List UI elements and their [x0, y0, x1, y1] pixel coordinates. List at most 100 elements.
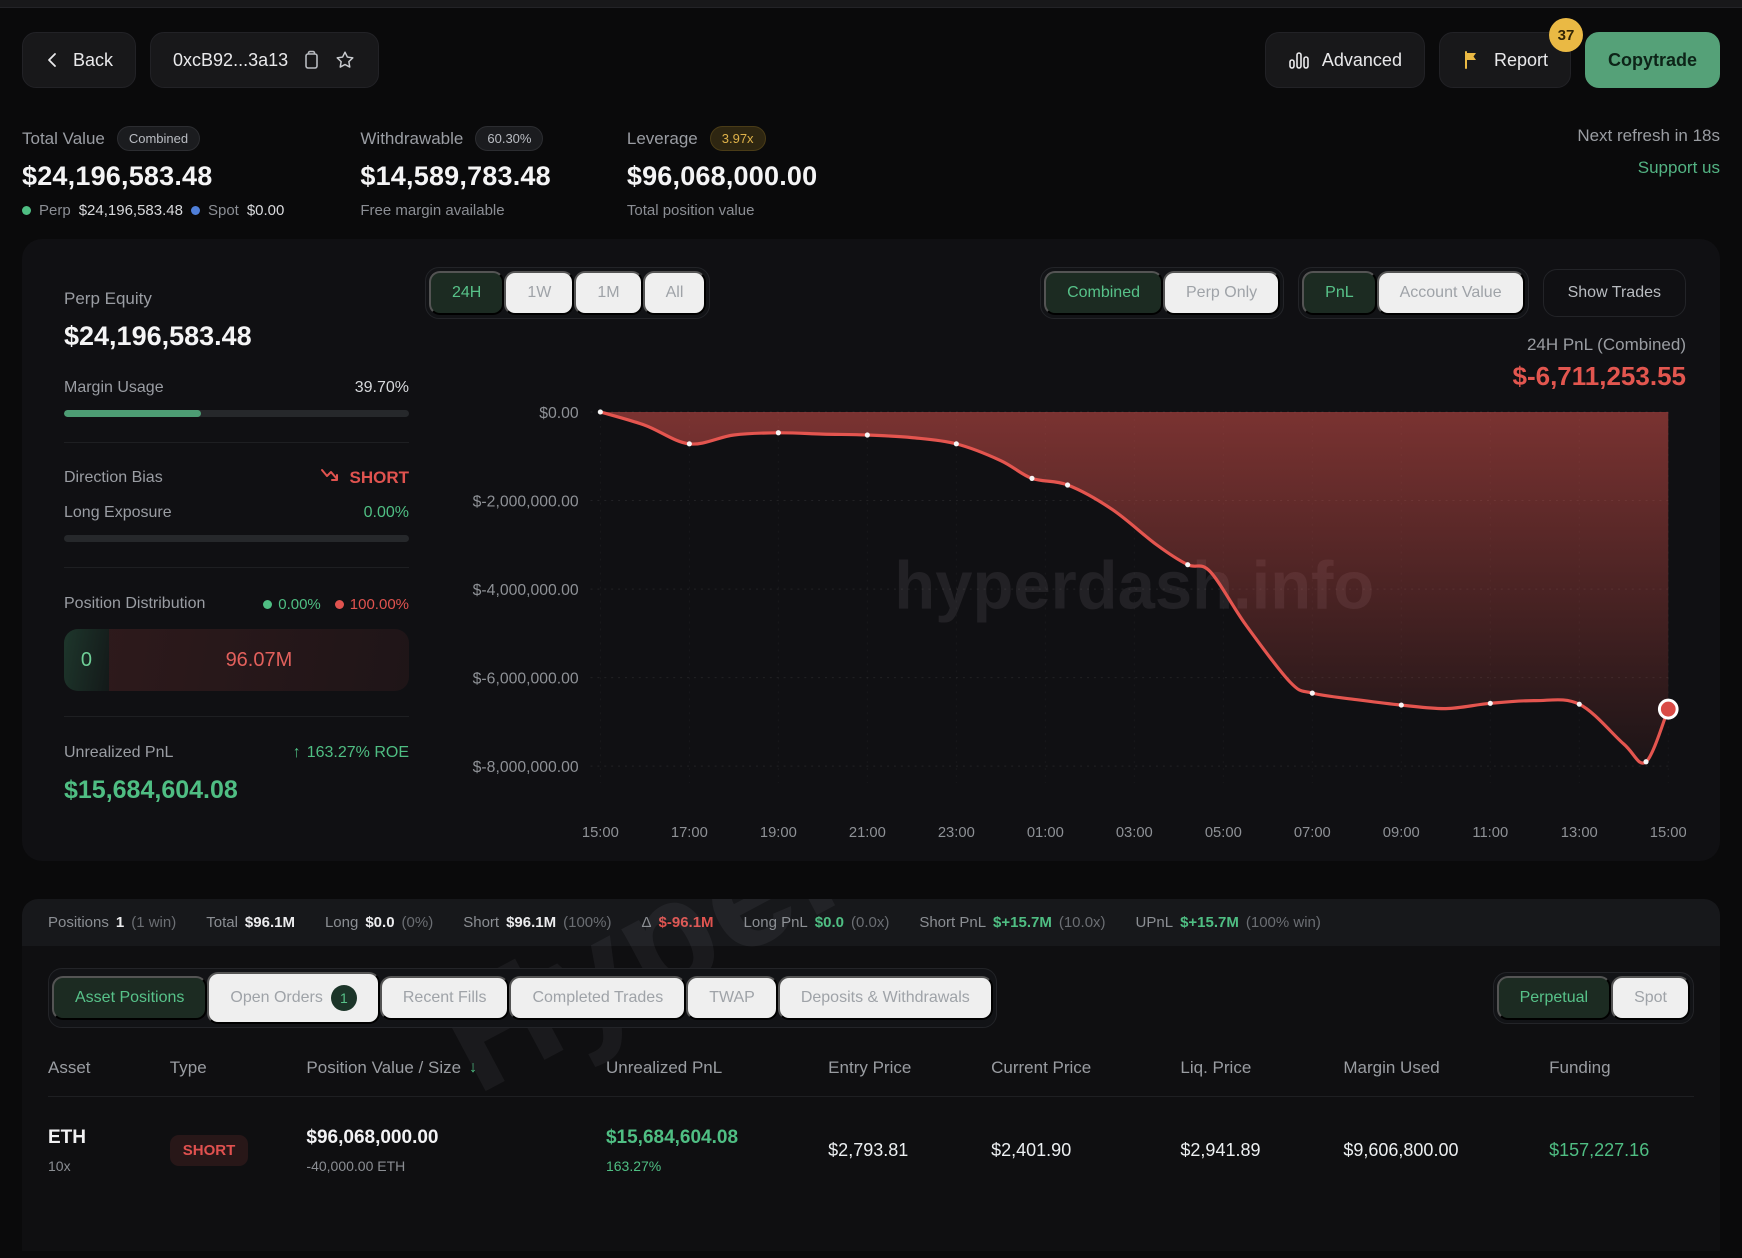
column-header-funding[interactable]: Funding	[1549, 1058, 1694, 1078]
back-button[interactable]: Back	[22, 32, 137, 88]
positions-table-body: ETH 10x SHORT $96,068,000.00 -40,000.00 ETH $…	[48, 1097, 1694, 1200]
type-cell: SHORT	[169, 1135, 307, 1166]
summary-label: Δ	[641, 914, 652, 931]
pnl-area-chart[interactable]: $0.00 $-2,000,000.00 $-4,000,000.00 $-6,000…	[425, 394, 1686, 845]
star-icon[interactable]	[334, 49, 356, 71]
summary-suffix: (100%)	[563, 914, 612, 931]
positions-tab-completed-trades[interactable]: Completed Trades	[509, 976, 687, 1020]
range-tab-1m[interactable]: 1M	[574, 271, 643, 315]
stat-sub-value: $24,196,583.48	[78, 202, 183, 219]
column-header-label: Type	[169, 1058, 207, 1077]
account-stats: Total Value Combined $24,196,583.48 Perp $24…	[22, 126, 817, 219]
column-header-margin-used[interactable]: Margin Used	[1343, 1058, 1549, 1078]
table-row[interactable]: ETH 10x SHORT $96,068,000.00 -40,000.00 ETH $…	[48, 1097, 1694, 1200]
summary-item: Δ $-96.1M	[641, 914, 713, 931]
positions-tab-deposits-withdrawals[interactable]: Deposits & Withdrawals	[777, 976, 993, 1020]
mode-tab-combined[interactable]: Combined	[1044, 271, 1163, 315]
summary-label: Long	[324, 914, 359, 931]
column-header-entry-price[interactable]: Entry Price	[828, 1058, 991, 1078]
wallet-address-pill[interactable]: 0xcB92...3a13	[150, 32, 380, 88]
summary-item: Long $0.0 (0%)	[325, 914, 433, 931]
advanced-button[interactable]: Advanced	[1264, 32, 1425, 88]
column-header-current-price[interactable]: Current Price	[991, 1058, 1180, 1078]
view-tab-account-value[interactable]: Account Value	[1376, 271, 1525, 315]
column-header-label: Margin Used	[1343, 1058, 1440, 1077]
equity-and-chart-card: Perp Equity $24,196,583.48 Margin Usage …	[22, 239, 1720, 861]
bar-chart-icon	[1288, 50, 1310, 70]
unrealized-pnl-label: Unrealized PnL	[64, 744, 174, 761]
positions-summary-strip: Positions 1 (1 win) Total $96.1M Long $0.0 (0%)…	[22, 899, 1720, 946]
summary-value: $-96.1M	[658, 914, 714, 931]
positions-tab-label: Open Orders	[230, 989, 323, 1006]
long-exposure-bar	[64, 535, 409, 542]
view-tab-pnl[interactable]: PnL	[1302, 271, 1377, 315]
roe-value: ↑ 163.27% ROE	[292, 744, 409, 761]
column-header-liq-price[interactable]: Liq. Price	[1180, 1058, 1343, 1078]
mode-tab-label: Perp Only	[1186, 284, 1258, 301]
pnl-readout-label: 24H PnL (Combined)	[1526, 335, 1686, 354]
panel-divider	[64, 567, 409, 568]
column-header-position-value-size[interactable]: Position Value / Size ↓	[306, 1058, 606, 1078]
asset-leverage: 10x	[48, 1158, 71, 1174]
long-exposure-value: 0.00%	[363, 504, 409, 521]
copytrade-button[interactable]: Copytrade	[1584, 32, 1720, 88]
data-point-marker	[1029, 475, 1035, 481]
summary-label: Long PnL	[743, 914, 808, 931]
range-tab-24h[interactable]: 24H	[429, 271, 505, 315]
position-distribution-row: Position Distribution 0.00% 100.00%	[64, 595, 409, 613]
stat-value: $24,196,583.48	[22, 161, 213, 191]
column-header-asset[interactable]: Asset	[48, 1058, 170, 1078]
positions-tab-recent-fills[interactable]: Recent Fills	[379, 976, 510, 1020]
liq-price-cell: $2,941.89	[1180, 1140, 1261, 1160]
y-axis-tick-label: $-4,000,000.00	[473, 582, 579, 599]
long-exposure-label: Long Exposure	[64, 504, 172, 521]
table-divider	[48, 1096, 1694, 1097]
header-right: Advanced Report 37 Copytrade	[1264, 18, 1720, 88]
range-tab-label: 1W	[527, 284, 552, 301]
range-tab-all[interactable]: All	[642, 271, 707, 315]
summary-value: $0.0	[365, 914, 395, 931]
chart-header-right: Combined Perp Only PnL Account Value Show …	[1040, 267, 1686, 319]
stat-chip: 60.30%	[475, 126, 544, 151]
support-us-link[interactable]: Support us	[1637, 158, 1720, 177]
margin-usage-bar	[64, 410, 409, 417]
unrealized-pnl-value: $15,684,604.08	[64, 776, 238, 804]
short-badge: SHORT	[169, 1135, 249, 1166]
summary-item: Positions 1 (1 win)	[48, 914, 176, 931]
stat-label: Total Value	[22, 128, 105, 148]
positions-tab-asset-positions[interactable]: Asset Positions	[52, 976, 208, 1020]
data-point-marker	[953, 441, 959, 447]
market-tab-perpetual[interactable]: Perpetual	[1496, 976, 1612, 1020]
window-top-strip	[0, 0, 1742, 8]
positions-tab-twap[interactable]: TWAP	[686, 976, 778, 1020]
copy-icon[interactable]	[302, 50, 320, 70]
margin-used-cell: $9,606,800.00	[1343, 1140, 1459, 1160]
view-tab-label: PnL	[1325, 284, 1354, 301]
report-button[interactable]: Report	[1438, 32, 1571, 88]
flag-icon	[1462, 50, 1482, 70]
market-tab-spot[interactable]: Spot	[1611, 976, 1690, 1020]
range-tab-label: 24H	[452, 284, 482, 301]
positions-tab-label: Asset Positions	[75, 989, 185, 1006]
distribution-short-segment: 96.07M	[108, 629, 409, 691]
pnl-area-fill	[600, 411, 1669, 764]
report-label: Report	[1493, 49, 1548, 70]
column-header-unrealized-pnl[interactable]: Unrealized PnL	[606, 1058, 828, 1078]
stat-label: Leverage	[626, 128, 698, 148]
stat-chip: Combined	[116, 126, 201, 151]
range-tab-1w[interactable]: 1W	[504, 271, 575, 315]
positions-tab-label: Deposits & Withdrawals	[800, 989, 970, 1006]
x-axis-tick-label: 03:00	[1116, 825, 1153, 841]
pnl-readout-value: $-6,711,253.55	[1512, 361, 1687, 391]
mode-tab-perp-only[interactable]: Perp Only	[1163, 271, 1281, 315]
direction-bias-label: Direction Bias	[64, 468, 163, 486]
summary-suffix: (0.0x)	[850, 914, 890, 931]
show-trades-button[interactable]: Show Trades	[1542, 269, 1686, 317]
positions-tab-open-orders[interactable]: Open Orders 1	[207, 972, 380, 1024]
positions-tab-label: Completed Trades	[532, 989, 664, 1006]
arrow-up-icon: ↑	[292, 744, 301, 761]
long-exposure-row: Long Exposure 0.00%	[64, 504, 409, 522]
column-header-type[interactable]: Type	[170, 1058, 307, 1078]
positions-tabs: Asset Positions Open Orders 1 Recent Fills C…	[48, 968, 997, 1028]
summary-value: $0.0	[814, 914, 844, 931]
